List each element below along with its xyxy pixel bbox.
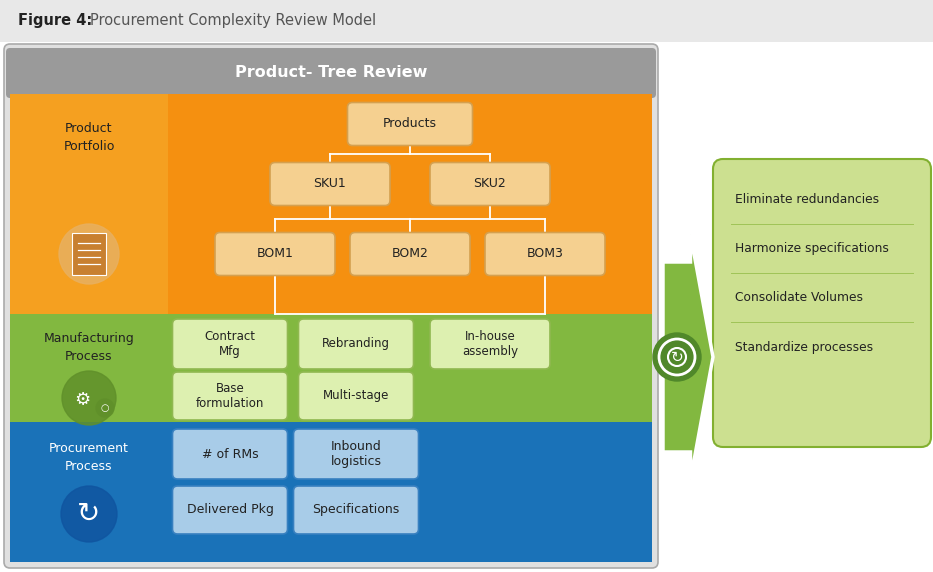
FancyBboxPatch shape [4,44,658,568]
Text: In-house
assembly: In-house assembly [462,330,518,358]
Text: Eliminate redundancies: Eliminate redundancies [735,193,879,206]
FancyBboxPatch shape [173,319,287,369]
Text: BOM3: BOM3 [526,248,564,260]
FancyBboxPatch shape [299,372,413,420]
Text: # of RMs: # of RMs [202,447,258,460]
Text: Contract
Mfg: Contract Mfg [204,330,256,358]
Text: Delivered Pkg: Delivered Pkg [187,503,273,517]
FancyBboxPatch shape [347,102,472,145]
FancyBboxPatch shape [173,372,287,420]
FancyBboxPatch shape [10,94,168,314]
FancyBboxPatch shape [10,422,168,562]
FancyBboxPatch shape [270,162,390,205]
Text: SKU2: SKU2 [474,177,507,190]
Circle shape [59,224,119,284]
Text: Rebranding: Rebranding [322,337,390,351]
FancyBboxPatch shape [215,232,335,276]
Text: Procurement Complexity Review Model: Procurement Complexity Review Model [90,14,376,29]
Text: Base
formulation: Base formulation [196,382,264,410]
Text: Product
Portfolio: Product Portfolio [63,121,115,153]
Text: Inbound
logistics: Inbound logistics [330,440,382,468]
FancyBboxPatch shape [173,486,287,534]
FancyBboxPatch shape [10,314,168,422]
FancyBboxPatch shape [430,162,550,205]
Polygon shape [663,235,713,479]
Circle shape [653,333,701,381]
FancyBboxPatch shape [168,422,652,562]
Text: Products: Products [383,117,437,130]
Text: ⚙: ⚙ [74,391,91,409]
Text: Standardize processes: Standardize processes [735,340,873,353]
FancyBboxPatch shape [299,319,413,369]
Text: Manufacturing
Process: Manufacturing Process [44,332,134,363]
FancyBboxPatch shape [168,94,652,314]
FancyBboxPatch shape [173,429,287,479]
Text: Figure 4:: Figure 4: [18,14,92,29]
Text: Harmonize specifications: Harmonize specifications [735,243,889,256]
FancyBboxPatch shape [350,232,470,276]
Text: Procurement
Process: Procurement Process [49,442,129,472]
Text: Product- Tree Review: Product- Tree Review [235,66,427,81]
Text: ↻: ↻ [77,500,101,528]
FancyBboxPatch shape [168,314,652,422]
FancyBboxPatch shape [72,233,106,275]
Text: Consolidate Volumes: Consolidate Volumes [735,292,863,304]
Text: SKU1: SKU1 [313,177,346,190]
FancyBboxPatch shape [713,159,931,447]
Circle shape [61,486,117,542]
Text: BOM1: BOM1 [257,248,294,260]
Text: Specifications: Specifications [313,503,399,517]
FancyBboxPatch shape [485,232,605,276]
FancyBboxPatch shape [0,0,933,42]
Text: ↻: ↻ [671,349,683,364]
FancyBboxPatch shape [6,48,656,98]
Circle shape [96,399,114,417]
Text: ○: ○ [101,403,109,413]
Text: BOM2: BOM2 [392,248,428,260]
Text: Multi-stage: Multi-stage [323,390,389,403]
FancyBboxPatch shape [430,319,550,369]
Circle shape [62,371,116,425]
FancyBboxPatch shape [294,429,419,479]
FancyBboxPatch shape [294,486,419,534]
